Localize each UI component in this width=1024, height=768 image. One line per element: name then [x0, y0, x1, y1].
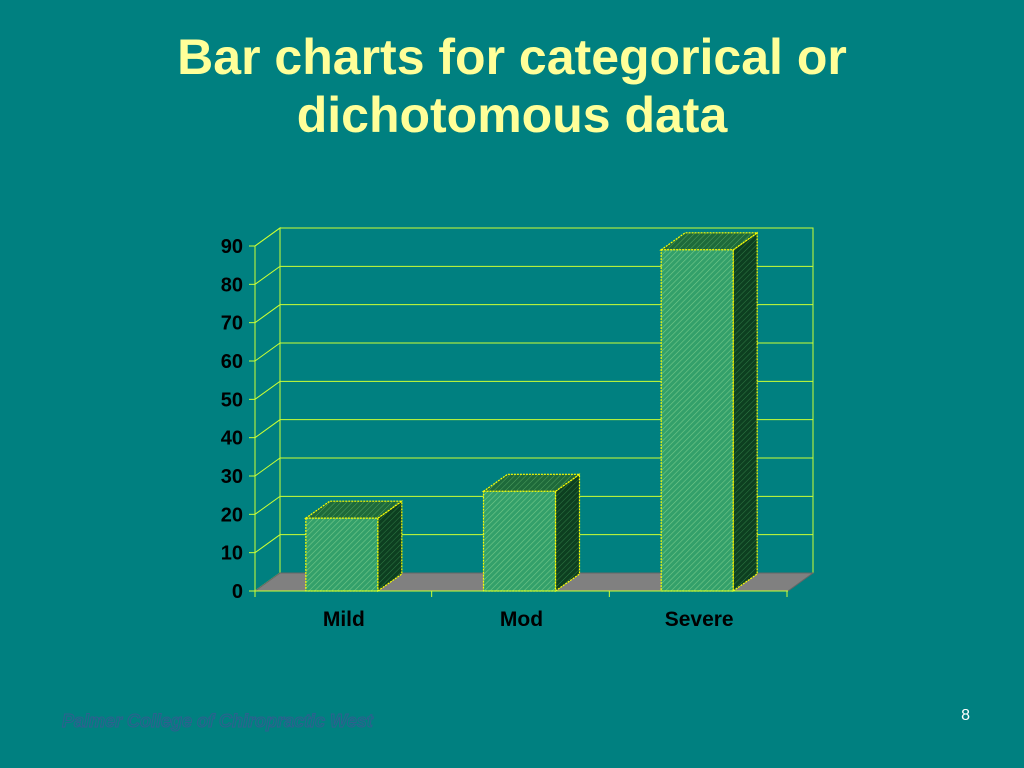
page-number: 8: [961, 707, 970, 724]
y-tick-label: 0: [232, 581, 243, 603]
bar-mild: [303, 500, 404, 593]
bar-mod: [481, 473, 582, 593]
y-tick-label: 40: [221, 428, 243, 450]
gridline: [254, 265, 813, 285]
gridlines: [254, 227, 813, 592]
gridline: [254, 380, 813, 400]
gridline: [254, 534, 813, 554]
side-wall: [254, 227, 281, 592]
gridline: [254, 457, 813, 477]
x-tick-label: Mod: [500, 608, 543, 631]
gridline: [254, 419, 813, 439]
slide-title-line-1: Bar charts for categorical or: [177, 29, 847, 85]
gridline: [254, 495, 813, 515]
y-axis: 0 10 20 30 40 50 60 70 80 90: [221, 236, 256, 603]
y-tick-label: 90: [221, 236, 243, 258]
y-tick-label: 20: [221, 504, 243, 526]
bar-side: [732, 231, 758, 593]
bar-face: [660, 249, 734, 592]
y-tick-label: 80: [221, 274, 243, 296]
bar-face: [482, 490, 557, 592]
y-tick-label: 50: [221, 389, 243, 411]
y-tick-label: 10: [221, 543, 243, 565]
x-tick-label: Mild: [323, 608, 365, 631]
bars: [303, 231, 760, 593]
gridline: [254, 227, 813, 247]
slide-title-line-2: dichotomous data: [296, 87, 728, 143]
gridline: [254, 304, 813, 324]
y-tick-label: 30: [221, 466, 243, 488]
bar-severe: [659, 231, 760, 593]
y-tick-label: 60: [221, 351, 243, 373]
y-tick-label: 70: [221, 313, 243, 335]
x-axis: Mild Mod Severe: [254, 590, 788, 631]
x-tick-label: Severe: [665, 608, 734, 631]
slide-title: Bar charts for categorical or dichotomou…: [0, 28, 1024, 144]
footer-text: Palmer College of Chiropractic West: [62, 711, 374, 732]
bar-side: [554, 473, 581, 593]
bar-face: [305, 517, 379, 592]
gridline: [254, 342, 813, 362]
